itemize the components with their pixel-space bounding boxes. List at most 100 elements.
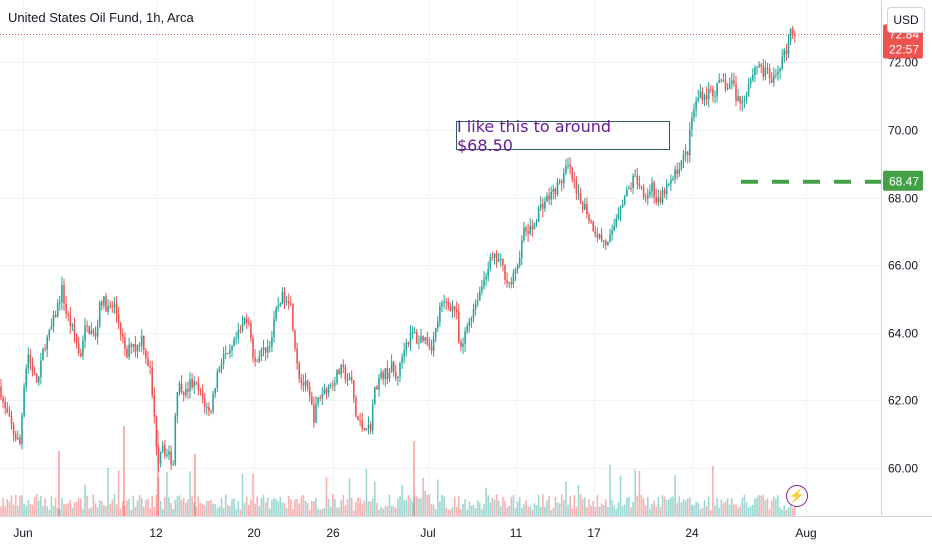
time-tick-label: 26 [326, 526, 340, 540]
candle-body [323, 388, 326, 394]
volume-bar [560, 494, 563, 516]
lightning-icon[interactable]: ⚡ [786, 485, 808, 507]
candle-body [437, 321, 439, 328]
volume-bar [388, 494, 391, 516]
candle-body [455, 309, 458, 313]
volume-bar [222, 508, 225, 516]
candle-body [140, 335, 143, 346]
candle-body [384, 368, 387, 379]
candle-body [254, 357, 256, 362]
candle-body [537, 207, 540, 223]
candle-body [325, 388, 328, 394]
volume-bar [371, 498, 374, 516]
volume-bar [185, 502, 187, 516]
candle-body [527, 231, 529, 234]
candle-body [224, 353, 227, 355]
candle-body [338, 369, 340, 375]
candle-body [180, 383, 183, 393]
volume-bar [594, 506, 597, 516]
price-axis[interactable]: 60.00 62.00 64.00 66.00 68.00 70.00 72.00 [888, 56, 918, 476]
candle-body [453, 306, 456, 310]
volume-bar [374, 481, 376, 516]
volume-bar [73, 502, 76, 516]
candle-body [737, 96, 739, 101]
text-annotation[interactable]: I like this to around $68.50 [456, 117, 670, 155]
price-tick-label: 70.00 [888, 124, 918, 138]
volume-bar [252, 473, 254, 516]
candle-body [659, 197, 662, 202]
candle-body [426, 337, 429, 345]
volume-bar [510, 496, 513, 516]
volume-bar [178, 495, 181, 516]
price-labels: 68.47 72.84 22:57 [883, 24, 923, 191]
volume-bar [741, 497, 744, 516]
candle-body [634, 175, 636, 177]
volume-bar [445, 507, 447, 516]
candle-body [138, 344, 141, 346]
candle-body [741, 100, 744, 104]
volume-bar [365, 468, 368, 516]
volume-bar [294, 499, 296, 516]
bar-countdown: 22:57 [889, 43, 919, 57]
symbol-title[interactable]: United States Oil Fund, 1h, Arca [8, 10, 194, 25]
candle-body [386, 368, 389, 379]
candle-body [724, 81, 727, 90]
volume-bar [514, 508, 517, 516]
candle-body [779, 68, 781, 72]
candle-body [462, 343, 464, 347]
candle-body [411, 332, 414, 334]
volume-bar [214, 503, 216, 516]
volume-bar [500, 506, 502, 516]
candle-body [684, 151, 687, 155]
volume-bar [455, 506, 458, 516]
candle-body [718, 80, 720, 83]
candle-body [558, 180, 561, 182]
candle-body [321, 393, 324, 399]
candle-body [206, 407, 208, 409]
candle-body [550, 191, 552, 200]
volume-bar [481, 509, 483, 516]
candle-body [668, 184, 670, 186]
volume-bar [783, 505, 786, 516]
candle-body [407, 342, 410, 344]
candle-body [250, 322, 252, 339]
volume-bar [460, 509, 462, 516]
volume-bar [527, 506, 529, 516]
candle-body [392, 361, 395, 372]
volume-bar [355, 502, 357, 516]
candle-body [42, 349, 44, 361]
volume-bar [739, 506, 741, 516]
candle-body [712, 88, 714, 97]
candle-body [470, 318, 473, 321]
volume-bar [634, 469, 636, 516]
volume-bar [6, 499, 9, 516]
volume-bar [686, 498, 689, 516]
volume-bar [653, 500, 655, 516]
volume-bar [468, 501, 471, 516]
candle-body [613, 225, 615, 231]
candle-body [596, 233, 599, 238]
candle-body [464, 331, 466, 344]
volume-bar [42, 506, 44, 516]
target-price-tag-text: 68.47 [889, 175, 919, 189]
candle-body [109, 305, 111, 307]
volume-bar [768, 509, 771, 516]
volume-bar [569, 495, 571, 516]
currency-button[interactable]: USD [887, 7, 925, 33]
volume-bar [617, 502, 620, 516]
candle-body [10, 416, 13, 425]
candle-body [113, 304, 116, 307]
candle-body [189, 379, 191, 392]
candle-body [745, 96, 748, 101]
volume-bar [474, 508, 477, 516]
volume-bar [521, 507, 523, 516]
candle-body [367, 424, 370, 429]
candle-body [703, 95, 706, 101]
volume-bar [529, 506, 531, 516]
candle-body [94, 332, 97, 337]
candle-body [552, 189, 555, 192]
time-axis[interactable]: Jun 12 20 26 Jul 11 17 24 Aug [13, 526, 816, 540]
volume-bar [764, 500, 767, 516]
volume-bar [115, 504, 118, 516]
